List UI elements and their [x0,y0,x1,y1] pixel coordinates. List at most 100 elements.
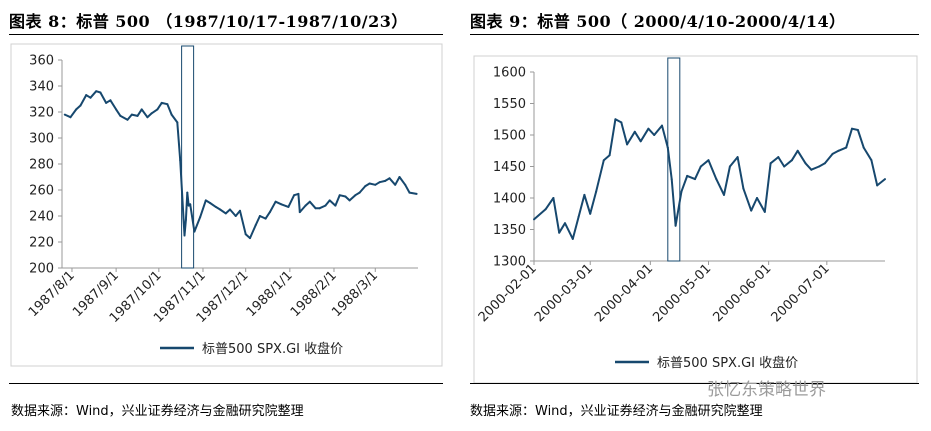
y-tick-label: 1600 [493,66,526,81]
data-point [189,203,192,206]
data-point [415,192,418,195]
data-point [176,121,179,124]
data-point [633,130,636,133]
data-point [204,199,207,202]
data-point [150,112,153,115]
data-point [89,96,92,99]
y-tick-label: 1300 [493,255,526,270]
data-point [79,104,82,107]
data-point [209,202,212,204]
data-point [595,190,598,193]
y-tick-label: 360 [29,54,54,69]
data-point [224,212,227,215]
data-point [558,231,561,234]
x-tick-label: 2000-06-01 [710,261,774,325]
data-point [239,209,241,212]
data-point [229,208,231,211]
data-point [109,99,112,102]
data-point [136,114,139,117]
data-point [105,101,108,104]
data-point [304,204,307,207]
y-tick-label: 320 [29,106,54,121]
y-tick-label: 220 [29,236,54,251]
data-point [69,116,72,119]
data-point [249,237,251,240]
y-tick-label: 340 [29,80,54,95]
y-tick-label: 200 [29,262,54,277]
data-point [186,191,189,194]
data-point [533,218,535,221]
data-point [870,159,873,162]
y-tick-label: 1550 [493,97,526,112]
chart-left: 2002202402602803003203403601987/8/11987/… [26,45,418,357]
data-point [583,193,586,196]
data-point [686,174,689,177]
data-point [264,217,267,220]
data-point [214,205,217,208]
data-point [728,165,731,168]
data-point [140,108,143,111]
x-tick-label: 1988/1/1 [244,268,296,320]
data-point [364,185,367,188]
data-point [63,113,66,116]
series-line [533,118,886,240]
title-rule-right [470,34,919,35]
y-tick-label: 300 [29,132,54,147]
data-point [602,159,605,162]
data-point [614,118,617,121]
data-point [851,127,853,130]
data-point [763,210,766,213]
data-point [577,215,580,218]
data-point [334,204,337,207]
data-point [856,129,859,131]
data-point [258,215,261,217]
data-point [674,224,677,227]
data-point [647,127,650,130]
watermark-text: 张忆东策略世界 [707,380,826,400]
y-tick-label: 280 [29,158,54,173]
data-point [268,211,271,214]
data-point [348,199,351,202]
data-point [398,176,401,178]
data-point [314,207,317,210]
data-point [810,168,813,171]
data-point [750,209,753,212]
data-point [75,108,78,111]
data-point [818,165,821,168]
data-point [544,208,547,211]
data-point [324,204,327,207]
data-point [845,146,848,149]
x-tick-label: 2000-02-01 [476,261,540,325]
data-point [179,159,182,162]
data-point [344,195,347,198]
x-tick-label: 2000-07-01 [769,261,833,325]
data-point [384,179,387,182]
data-point [115,108,118,111]
source-note-right: 数据来源：Wind，兴业证券经济与金融研究院整理 [470,404,763,419]
data-point [297,192,300,195]
data-point [126,118,129,121]
data-point [183,234,186,237]
y-tick-label: 1500 [493,129,526,144]
data-point [661,124,663,127]
data-point [244,233,247,236]
data-point [130,113,133,116]
data-point [831,152,834,155]
data-point [160,101,163,104]
data-point [274,200,277,203]
data-point [715,178,718,181]
source-rule-right [470,383,919,384]
data-point [666,146,669,149]
data-point [884,178,886,181]
highlight-box [667,57,681,262]
data-point [287,205,290,208]
data-point [723,193,725,196]
data-point [564,222,566,225]
data-point [234,215,237,217]
data-point [790,159,793,162]
data-point [193,230,196,233]
y-tick-label: 1450 [493,160,526,175]
data-point [653,134,656,136]
data-point [670,178,673,181]
